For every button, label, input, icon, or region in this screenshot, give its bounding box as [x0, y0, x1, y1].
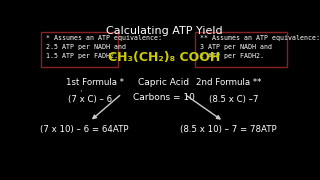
Text: Calculating ATP Yield: Calculating ATP Yield [106, 26, 222, 36]
Text: ** Assumes an ATP equivalence:
3 ATP per NADH and
2 ATP per FADH2.: ** Assumes an ATP equivalence: 3 ATP per… [200, 35, 320, 59]
Text: (8.5 x C) –7: (8.5 x C) –7 [209, 95, 258, 104]
FancyBboxPatch shape [195, 32, 287, 67]
Text: * Assumes an ATP equivalence:
2.5 ATP per NADH and
1.5 ATP per FADH2.: * Assumes an ATP equivalence: 2.5 ATP pe… [46, 35, 162, 59]
Text: CH₃(CH₂)₈ COOH: CH₃(CH₂)₈ COOH [108, 51, 220, 64]
Text: (7 x 10) – 6 = 64ATP: (7 x 10) – 6 = 64ATP [40, 125, 129, 134]
Text: 2nd Formula **: 2nd Formula ** [196, 78, 261, 87]
Text: (8.5 x 10) – 7 = 78ATP: (8.5 x 10) – 7 = 78ATP [180, 125, 277, 134]
FancyBboxPatch shape [41, 32, 118, 67]
Text: 1st Formula *: 1st Formula * [66, 78, 124, 87]
Text: (7 x C) – 6: (7 x C) – 6 [68, 95, 112, 104]
Text: Carbons = 10: Carbons = 10 [133, 93, 195, 102]
Text: Capric Acid: Capric Acid [139, 78, 189, 87]
